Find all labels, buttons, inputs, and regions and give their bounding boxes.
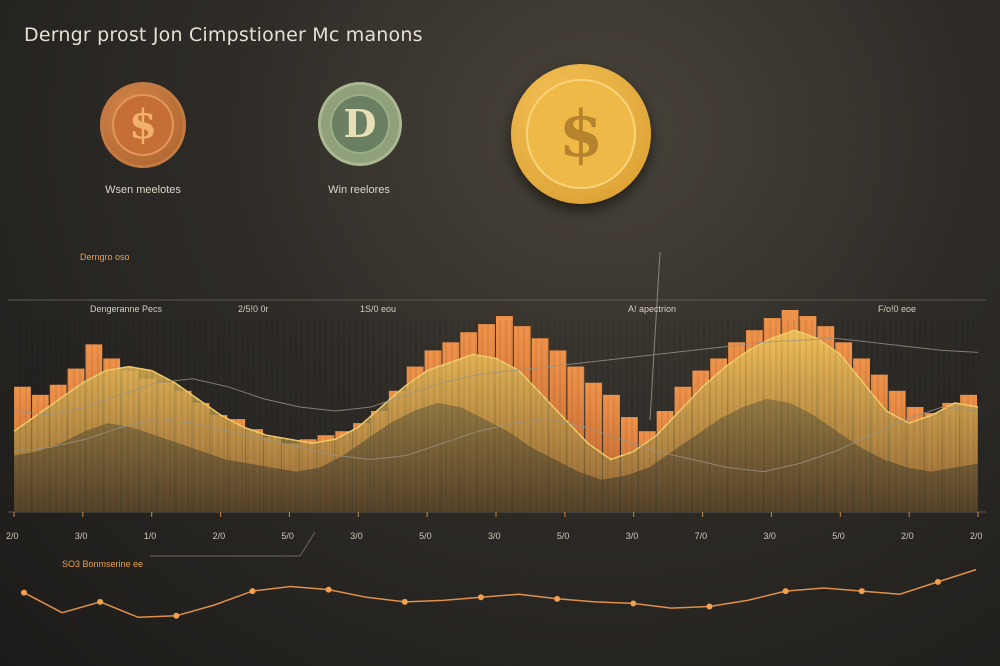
section-label: F/o!0 eoe [878, 304, 916, 314]
coin-symbol: D [343, 101, 377, 147]
thin-series-line [13, 337, 979, 416]
bottom-line-point [782, 588, 789, 595]
x-tick-label: 7/0 [695, 531, 708, 541]
bottom-line-point [21, 589, 27, 596]
section-label: Dengeranne Pecs [90, 304, 163, 314]
bottom-line-point [325, 586, 332, 593]
dollar-coin-icon: D [318, 82, 402, 166]
x-tick-label: 5/0 [832, 531, 845, 541]
section-label: 1S/0 eou [360, 304, 396, 314]
bottom-line-series [23, 568, 977, 619]
bottom-line-point [173, 612, 180, 619]
annotation-connector [150, 531, 316, 557]
x-tick-label: 1/0 [144, 531, 157, 541]
x-tick-label: 5/0 [281, 531, 294, 541]
x-tick-label: 3/0 [626, 531, 639, 541]
x-tick-label: 2/0 [901, 531, 914, 541]
bottom-line-point [630, 600, 637, 607]
section-label: 2/5!0 0r [238, 304, 269, 314]
x-tick-label: 3/0 [75, 531, 88, 541]
vertical-marker-line [649, 251, 661, 421]
bottom-line-point [858, 588, 865, 595]
gold-coin-icon: $ [511, 64, 651, 204]
dark-area-series [14, 398, 978, 512]
bottom-line-point [934, 578, 941, 585]
chart-caption: Derngro oso [80, 252, 130, 262]
bottom-line-point [401, 598, 408, 605]
bottom-line-point [554, 595, 561, 602]
x-tick-label: 2/0 [970, 531, 983, 541]
section-label: A! apectrion [628, 304, 676, 314]
coin-label-orange: Wsen meelotes [105, 184, 181, 196]
coin-label-green: Win reelores [328, 184, 390, 196]
x-tick-label: 5/0 [419, 531, 432, 541]
annotation-label: SO3 Bonmserine ee [62, 559, 144, 569]
coin-symbol: $ [558, 96, 604, 172]
x-tick-label: 5/0 [557, 531, 570, 541]
x-tick-label: 2/0 [213, 531, 226, 541]
x-tick-label: 3/0 [488, 531, 501, 541]
bottom-line-point [477, 594, 484, 601]
x-tick-label: 2/0 [6, 531, 19, 541]
bottom-line-point [706, 603, 713, 610]
bitcoin-coin-icon: $ [100, 82, 186, 168]
coin-symbol: $ [129, 101, 157, 149]
bottom-line-point [249, 588, 256, 595]
page-title: Derngr prost Jon Cimpstioner Mc manons [24, 24, 423, 46]
x-tick-label: 3/0 [350, 531, 363, 541]
thin-series-line [13, 406, 979, 473]
bottom-line-point [97, 598, 104, 605]
x-tick-label: 3/0 [763, 531, 776, 541]
gold-area-line [13, 329, 979, 461]
